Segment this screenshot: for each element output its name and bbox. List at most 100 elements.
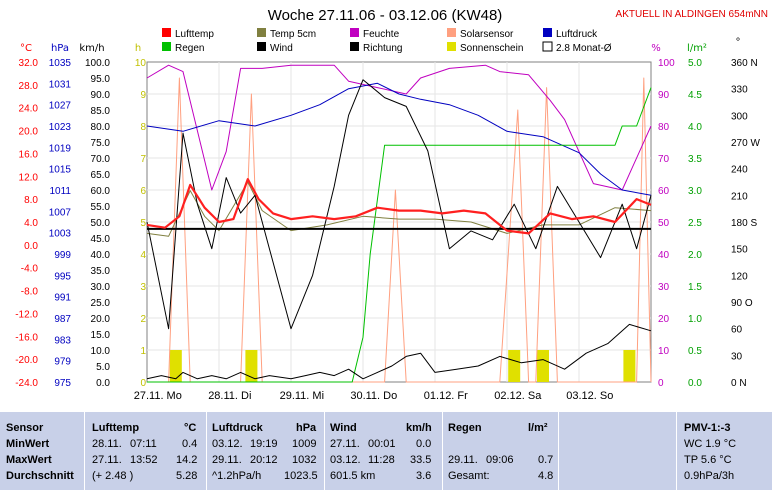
sensor-row-max: MaxWert xyxy=(6,454,52,466)
wind-axis-unit: km/h xyxy=(79,43,104,54)
direction-tick-label: 90 O xyxy=(731,298,753,309)
humidity-tick-label: 80 xyxy=(658,122,670,133)
legend-swatch xyxy=(350,42,359,51)
sun-tick-label: 2 xyxy=(140,314,146,325)
wind-min-time: 00:01 xyxy=(368,438,396,450)
sun-tick-label: 5 xyxy=(140,218,146,229)
x-tick-label: 02.12. Sa xyxy=(494,390,542,402)
sensor-row-avg: Durchschnitt xyxy=(6,470,74,482)
lufttemp-max-date: 27.11. xyxy=(92,454,122,466)
lufttemp-header: Lufttemp xyxy=(92,422,140,434)
x-axis-labels: 27.11. Mo 28.11. Di 29.11. Mi 30.11. Do 01.1… xyxy=(134,390,614,402)
luftdruck-max-date: 29.11. xyxy=(212,454,242,466)
luftdruck-max-time: 20:12 xyxy=(250,454,278,466)
sun-tick-label: 0 xyxy=(140,378,146,389)
humidity-tick-label: 10 xyxy=(658,346,670,357)
temp-tick-label: 32.0 xyxy=(19,58,39,69)
lufttemp-min-time: 07:11 xyxy=(130,438,157,450)
temp-tick-label: 16.0 xyxy=(19,149,39,160)
x-tick-label: 30.11. Do xyxy=(350,390,397,402)
wind-tick-label: 60.0 xyxy=(91,186,111,197)
pressure-tick-label: 1023 xyxy=(49,122,72,133)
regen-max-value: 0.7 xyxy=(538,454,554,466)
sun-tick-label: 3 xyxy=(140,282,146,293)
humidity-tick-label: 40 xyxy=(658,250,670,261)
legend-label: 2.8 Monat-Ø xyxy=(556,43,612,54)
wind-tick-label: 55.0 xyxy=(91,202,111,213)
wind-max-value: 33.5 xyxy=(410,454,432,466)
temp-axis-unit: °C xyxy=(20,43,32,54)
sensor-header: Sensor xyxy=(6,422,44,434)
wind-tick-label: 20.0 xyxy=(91,314,111,325)
regen-unit: l/m² xyxy=(528,422,548,434)
regen-max-date: 29.11. xyxy=(448,454,478,466)
axis-ticks: 32.028.024.020.016.012.08.04.00.0-4.0-8.… xyxy=(15,58,760,389)
legend-swatch xyxy=(447,42,456,51)
pressure-tick-label: 983 xyxy=(54,335,71,346)
wind-tick-label: 30.0 xyxy=(91,282,111,293)
temp-tick-label: 24.0 xyxy=(19,104,39,115)
wind-max-date: 03.12. xyxy=(330,454,361,466)
pressure-tick-label: 1007 xyxy=(49,207,72,218)
wind-unit: km/h xyxy=(406,422,432,434)
wind-max-time: 11:28 xyxy=(368,454,395,466)
luftdruck-min-date: 03.12. xyxy=(212,438,243,450)
rain-tick-label: 2.0 xyxy=(688,250,702,261)
legend-swatch xyxy=(447,28,456,37)
humidity-tick-label: 20 xyxy=(658,314,670,325)
chart-legend: Lufttemp Temp 5cm Feuchte Solarsensor Luftdr… xyxy=(162,28,612,54)
wind-tick-label: 0.0 xyxy=(96,378,110,389)
rain-tick-label: 3.5 xyxy=(688,154,702,165)
temp-tick-label: -20.0 xyxy=(15,355,38,366)
legend-swatch xyxy=(257,28,266,37)
wind-tick-label: 5.0 xyxy=(96,362,110,373)
wind-min-date: 27.11. xyxy=(330,438,360,450)
luftdruck-trend: ^1.2hPa/h xyxy=(212,470,262,482)
lufttemp-max-time: 13:52 xyxy=(130,454,158,466)
luftdruck-min-time: 19:19 xyxy=(250,438,278,450)
sensor-row-min: MinWert xyxy=(6,438,50,450)
legend-swatch xyxy=(350,28,359,37)
rain-tick-label: 5.0 xyxy=(688,58,702,69)
luftdruck-avg-value: 1023.5 xyxy=(284,470,318,482)
sun-tick-label: 1 xyxy=(140,346,146,357)
direction-tick-label: 300 xyxy=(731,111,748,122)
temp-tick-label: 0.0 xyxy=(24,241,38,252)
pressure-axis-unit: hPa xyxy=(51,43,69,54)
series-line-regen xyxy=(147,87,652,383)
lufttemp-unit: °C xyxy=(184,422,197,434)
wind-distance: 601.5 km xyxy=(330,470,376,482)
direction-tick-label: 360 N xyxy=(731,58,758,69)
temp-tick-label: 12.0 xyxy=(19,172,39,183)
humidity-tick-label: 50 xyxy=(658,218,670,229)
rain-tick-label: 3.0 xyxy=(688,186,702,197)
pressure-tick-label: 1019 xyxy=(49,143,72,154)
legend-swatch xyxy=(162,42,171,51)
x-tick-label: 29.11. Mi xyxy=(280,390,324,402)
wind-tick-label: 95.0 xyxy=(91,74,111,85)
pressure-tick-label: 1015 xyxy=(49,165,72,176)
temp-tick-label: 4.0 xyxy=(24,218,38,229)
legend-swatch xyxy=(542,41,553,52)
wind-tick-label: 90.0 xyxy=(91,90,111,101)
humidity-tick-label: 70 xyxy=(658,154,670,165)
direction-tick-label: 0 N xyxy=(731,378,747,389)
series-line-temp-5cm xyxy=(146,181,652,237)
sunshine-bar xyxy=(623,350,636,382)
legend-swatch xyxy=(257,42,266,51)
series-line-luftdruck xyxy=(146,82,652,196)
sunshine-bar xyxy=(245,350,258,382)
rain-tick-label: 4.0 xyxy=(688,122,702,133)
legend-label: Richtung xyxy=(363,43,402,54)
legend-label: Solarsensor xyxy=(460,29,514,40)
legend-label: Regen xyxy=(175,43,204,54)
plot-area xyxy=(146,64,652,383)
sunshine-bar xyxy=(537,350,549,382)
luftdruck-unit: hPa xyxy=(296,422,317,434)
pmv-dewpoint: TP 5.6 °C xyxy=(684,454,732,466)
sun-tick-label: 7 xyxy=(140,154,146,165)
lufttemp-max-value: 14.2 xyxy=(176,454,198,466)
weather-chart: Woche 27.11.06 - 03.12.06 (KW48) AKTUELL… xyxy=(15,7,768,402)
legend-label: Luftdruck xyxy=(556,29,598,40)
wind-tick-label: 80.0 xyxy=(91,122,111,133)
